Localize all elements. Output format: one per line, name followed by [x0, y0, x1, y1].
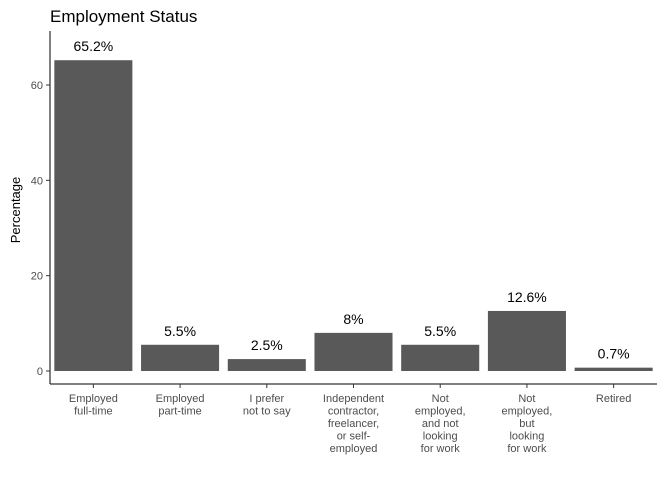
x-tick-label-line: looking	[509, 431, 544, 443]
bar	[574, 367, 653, 371]
x-tick-label-line: Not	[432, 393, 449, 405]
x-tick-label-line: or self-	[337, 431, 371, 443]
y-tick-label: 0	[37, 366, 43, 378]
x-tick-label-line: employed,	[502, 406, 553, 418]
x-tick-label: Not employed, and not looking for work	[415, 393, 466, 455]
bar	[227, 359, 306, 371]
x-tick-label: I prefer not to say	[243, 393, 291, 418]
bar	[314, 332, 393, 371]
x-tick-label: Employed part-time	[156, 393, 205, 418]
y-axis-label: Percentage	[8, 177, 23, 244]
x-tick-label-line: Retired	[596, 393, 631, 405]
data-label: 0.7%	[598, 346, 630, 362]
data-label: 12.6%	[507, 289, 547, 305]
x-tick-label-line: employed,	[415, 406, 466, 418]
x-tick-label-line: for work	[421, 443, 461, 455]
x-tick-label-line: for work	[507, 443, 547, 455]
x-tick-label-line: freelancer,	[328, 418, 379, 430]
data-label: 8%	[343, 311, 363, 327]
x-tick-label: Employed full-time	[69, 393, 118, 418]
x-tick-label-line: part-time	[158, 406, 201, 418]
x-tick-label-line: employed	[330, 443, 378, 455]
x-tick-label-line: full-time	[74, 406, 113, 418]
bar	[54, 60, 133, 372]
x-tick-label: Independent contractor, freelancer, or self…	[323, 393, 384, 455]
data-label: 65.2%	[74, 38, 114, 54]
x-tick-label-line: not to say	[243, 406, 291, 418]
y-tick-label: 40	[31, 175, 43, 187]
bar	[141, 344, 220, 371]
x-tick-label-line: and not	[422, 418, 459, 430]
bar	[487, 310, 566, 371]
chart-title: Employment Status	[50, 7, 197, 26]
x-tick-label-line: Employed	[69, 393, 118, 405]
x-tick-label-line: contractor,	[328, 406, 379, 418]
data-label: 5.5%	[424, 323, 456, 339]
x-tick-label: Not employed, but looking for work	[502, 393, 553, 455]
x-tick-label-line: but	[519, 418, 534, 430]
data-label: 5.5%	[164, 323, 196, 339]
x-tick-label-line: Employed	[156, 393, 205, 405]
bar	[401, 344, 480, 371]
x-tick-label-line: Independent	[323, 393, 384, 405]
x-tick-label-line: looking	[423, 431, 458, 443]
x-tick-label-line: I prefer	[249, 393, 284, 405]
data-label: 2.5%	[251, 337, 283, 353]
x-tick-label: Retired	[596, 393, 631, 405]
x-tick-label-line: Not	[518, 393, 535, 405]
y-tick-label: 60	[31, 80, 43, 92]
y-tick-label: 20	[31, 271, 43, 283]
